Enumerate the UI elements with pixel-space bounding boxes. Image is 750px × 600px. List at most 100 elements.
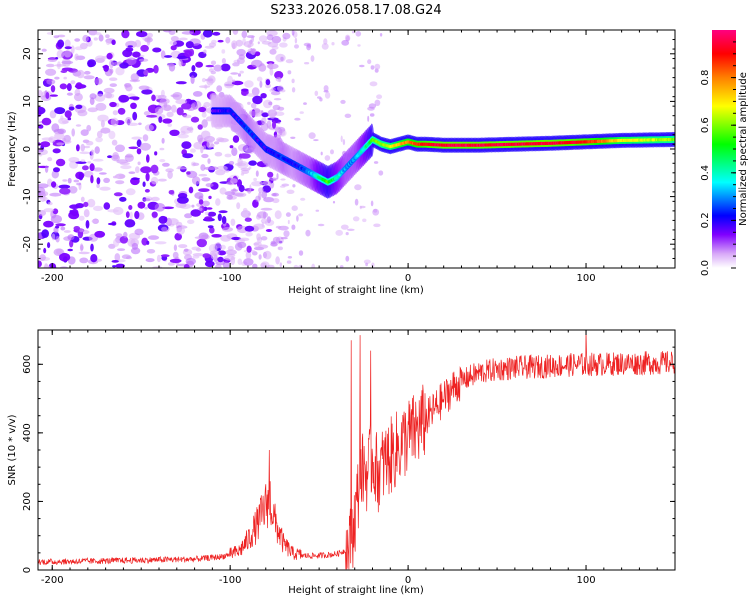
spectrogram-noise-blob (58, 184, 71, 189)
colorbar-tick-label: 0.0 (700, 260, 711, 276)
spectrogram-noise-blob (143, 198, 151, 202)
spectrogram-noise-blob (96, 177, 101, 185)
spectrogram-noise-blob (218, 210, 228, 214)
spectrogram-noise-blob (193, 141, 204, 150)
spectrogram-noise-blob (279, 42, 288, 48)
spectrogram-noise-blob (176, 167, 188, 170)
spectrogram-noise-blob (100, 127, 111, 134)
spectrogram-noise-blob (162, 118, 173, 124)
spectrogram-noise-blob (234, 192, 247, 198)
spectrogram-ytick-label: 20 (22, 47, 33, 60)
spectrogram-noise-blob (367, 115, 370, 122)
spectrogram-noise-blob (363, 259, 371, 264)
spectrogram-noise-blob (374, 99, 381, 107)
spectrogram-noise-blob (43, 247, 47, 254)
spectrogram-noise-blob (167, 123, 172, 127)
spectrogram-noise-blob (305, 229, 311, 237)
spectrogram-noise-blob (248, 160, 257, 166)
spectrogram-xlabel: Height of straight line (km) (288, 285, 424, 296)
spectrogram-noise-blob (287, 255, 293, 259)
spectrogram-noise-blob (215, 169, 226, 176)
spectrogram-noise-blob (244, 217, 252, 222)
spectrogram-noise-blob (207, 211, 217, 217)
spectrogram-noise-blob (95, 57, 105, 63)
spectrogram-noise-blob (89, 93, 97, 100)
spectrogram-noise-blob (128, 146, 139, 150)
spectrogram-noise-blob (103, 177, 110, 183)
spectrogram-noise-blob (204, 216, 213, 221)
spectrogram-xtick-label: -200 (41, 273, 64, 284)
spectrogram-xtick-label: 0 (405, 273, 411, 284)
colorbar-tick-label: 0.4 (700, 165, 711, 181)
spectrogram-noise-blob (134, 210, 140, 220)
spectrogram-noise-blob (369, 113, 375, 117)
spectrogram-noise-blob (169, 40, 177, 46)
spectrogram-noise-blob (79, 243, 84, 252)
spectrogram-noise-blob (74, 46, 84, 51)
spectrogram-noise-blob (162, 162, 170, 167)
spectrogram-noise-blob (315, 209, 320, 212)
spectrogram-noise-blob (141, 237, 148, 246)
spectrogram-noise-blob (111, 154, 120, 162)
spectrogram-noise-blob (230, 256, 236, 266)
snr-ylabel: SNR (10 * v/v) (7, 414, 18, 485)
spectrogram-noise-blob (45, 68, 57, 76)
spectrogram-noise-blob (46, 32, 54, 35)
spectrogram-noise-blob (303, 102, 307, 105)
spectrogram-noise-blob (78, 251, 90, 255)
spectrogram-noise-blob (168, 190, 175, 195)
spectrogram-noise-blob (266, 34, 274, 41)
spectrogram-noise-blob (332, 200, 336, 204)
spectrogram-noise-blob (359, 64, 365, 68)
spectrogram-noise-blob (150, 164, 159, 174)
spectrogram-noise-blob (150, 176, 159, 185)
spectrogram-noise-blob (230, 178, 238, 184)
spectrogram-noise-blob (230, 72, 239, 75)
spectrogram-noise-blob (340, 135, 343, 143)
spectrogram-noise-blob (75, 124, 82, 127)
spectrogram-noise-blob (258, 187, 264, 193)
spectrogram-noise-blob (146, 32, 153, 38)
spectrogram-noise-blob (158, 215, 168, 224)
spectrogram-noise-blob (107, 209, 119, 213)
spectrogram-noise-blob (255, 195, 261, 202)
spectrogram-noise-blob (144, 206, 148, 210)
spectrogram-noise-blob (211, 234, 222, 238)
spectrogram-noise-blob (61, 60, 74, 65)
spectrogram-noise-blob (99, 172, 107, 175)
colorbar-tick-label: 0.8 (700, 70, 711, 86)
spectrogram-noise-blob (109, 77, 118, 81)
spectrogram-noise-blob (209, 226, 215, 234)
spectrogram-noise-blob (250, 47, 253, 54)
spectrogram-noise-blob (99, 186, 111, 191)
spectrogram-noise-blob (285, 59, 294, 64)
spectrogram-noise-blob (298, 250, 304, 256)
spectrogram-noise-blob (126, 57, 137, 66)
spectrogram-noise-blob (294, 44, 299, 49)
spectrogram-noise-blob (294, 117, 301, 121)
spectrogram-heatmap (38, 30, 675, 268)
spectrogram-noise-blob (84, 70, 91, 75)
spectrogram-noise-blob (49, 94, 59, 97)
spectrogram-noise-blob (88, 30, 98, 36)
spectrogram-noise-blob (258, 254, 262, 260)
spectrogram-noise-blob (59, 83, 68, 90)
spectrogram-noise-blob (225, 36, 231, 44)
spectrogram-noise-blob (105, 39, 111, 46)
spectrogram-noise-blob (63, 76, 67, 80)
spectrogram-noise-blob (257, 41, 260, 45)
spectrogram-noise-blob (43, 208, 55, 213)
spectrogram-noise-blob (45, 92, 50, 99)
spectrogram-noise-blob (240, 172, 245, 176)
spectrogram-noise-blob (184, 213, 193, 219)
spectrogram-noise-blob (108, 130, 116, 140)
spectrogram-noise-blob (89, 163, 95, 172)
spectrogram-noise-blob (118, 174, 125, 179)
spectrogram-noise-blob (53, 167, 60, 173)
spectrogram-noise-blob (373, 161, 379, 164)
spectrogram-noise-blob (237, 144, 249, 152)
spectrogram-noise-blob (56, 248, 63, 255)
spectrogram-noise-blob (189, 30, 201, 36)
spectrogram-noise-blob (202, 145, 206, 151)
spectrogram-noise-blob (76, 144, 80, 152)
